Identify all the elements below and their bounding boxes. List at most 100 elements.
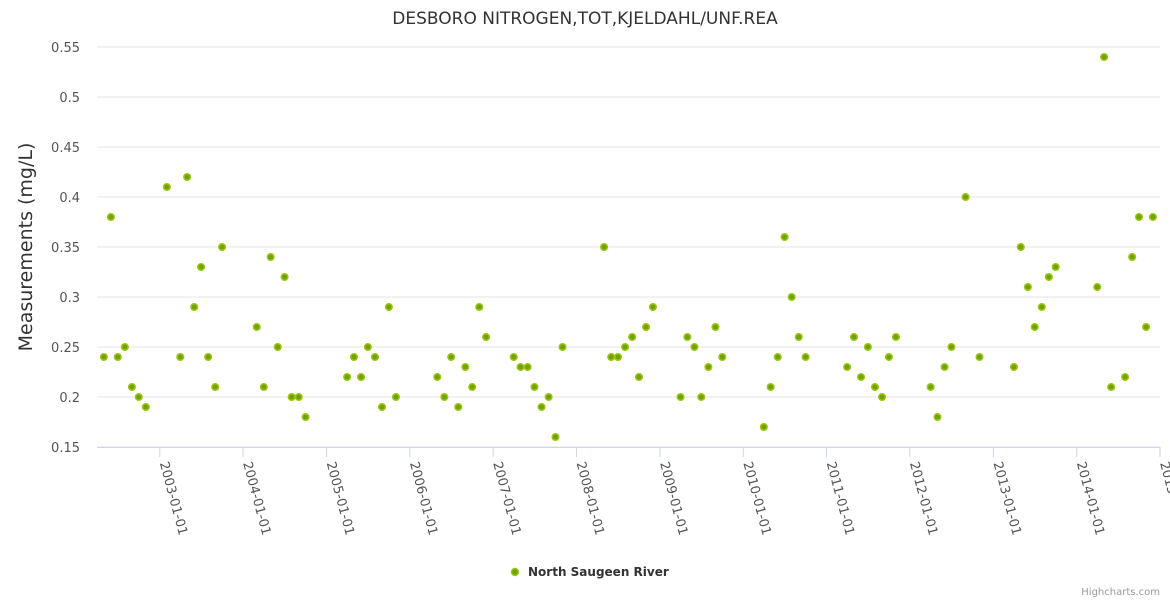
data-point[interactable] (1121, 372, 1130, 382)
data-point[interactable] (475, 302, 484, 312)
data-point[interactable] (287, 392, 296, 402)
data-point[interactable] (162, 182, 171, 192)
data-point[interactable] (273, 342, 282, 352)
data-point[interactable] (676, 392, 685, 402)
data-point[interactable] (391, 392, 401, 402)
data-point[interactable] (544, 392, 553, 402)
data-point[interactable] (113, 352, 122, 362)
data-point[interactable] (259, 382, 268, 392)
data-point[interactable] (551, 432, 560, 442)
data-point[interactable] (99, 352, 108, 362)
data-point[interactable] (773, 352, 782, 362)
data-point[interactable] (377, 402, 387, 412)
data-point[interactable] (787, 292, 796, 302)
legend-marker[interactable] (510, 567, 520, 577)
data-point[interactable] (384, 302, 393, 312)
data-point[interactable] (134, 392, 143, 402)
data-point[interactable] (252, 322, 261, 332)
data-point[interactable] (801, 352, 810, 362)
series-north-saugeen-river[interactable] (99, 52, 1157, 442)
data-point[interactable] (558, 342, 567, 352)
data-point[interactable] (634, 372, 644, 382)
data-point[interactable] (509, 352, 518, 362)
data-point[interactable] (961, 192, 970, 202)
data-point[interactable] (183, 172, 192, 182)
data-point[interactable] (1093, 282, 1102, 292)
data-point[interactable] (176, 352, 185, 362)
data-point[interactable] (849, 332, 859, 342)
data-point[interactable] (704, 362, 713, 372)
data-point[interactable] (141, 402, 150, 412)
data-point[interactable] (1023, 282, 1032, 292)
data-point[interactable] (120, 342, 129, 352)
data-point[interactable] (1030, 322, 1039, 332)
data-point[interactable] (621, 342, 630, 352)
data-point[interactable] (877, 392, 887, 402)
data-point[interactable] (870, 382, 880, 392)
data-point[interactable] (759, 422, 768, 432)
data-point[interactable] (891, 332, 901, 342)
data-point[interactable] (884, 352, 893, 362)
data-point[interactable] (648, 302, 657, 312)
data-point[interactable] (697, 392, 706, 402)
data-point[interactable] (516, 362, 525, 372)
data-point[interactable] (711, 322, 720, 332)
data-point[interactable] (683, 332, 692, 342)
data-point[interactable] (1051, 262, 1060, 272)
data-point[interactable] (718, 352, 727, 362)
data-point[interactable] (363, 342, 372, 352)
data-point[interactable] (349, 352, 359, 362)
data-point[interactable] (482, 332, 491, 342)
data-point[interactable] (843, 362, 852, 372)
data-point[interactable] (1009, 362, 1018, 372)
data-point[interactable] (523, 362, 532, 372)
data-point[interactable] (1107, 382, 1116, 392)
data-point[interactable] (468, 382, 477, 392)
data-point[interactable] (454, 402, 463, 412)
data-point[interactable] (780, 232, 789, 242)
data-point[interactable] (766, 382, 775, 392)
data-point[interactable] (370, 352, 380, 362)
data-point[interactable] (926, 382, 935, 392)
data-point[interactable] (947, 342, 956, 352)
data-point[interactable] (1016, 242, 1025, 252)
data-point[interactable] (607, 352, 616, 362)
data-point[interactable] (433, 372, 442, 382)
credits-link[interactable]: Highcharts.com (1081, 587, 1160, 598)
data-point[interactable] (294, 392, 303, 402)
data-point[interactable] (1142, 322, 1151, 332)
data-point[interactable] (1044, 272, 1053, 282)
data-point[interactable] (197, 262, 206, 272)
data-point[interactable] (106, 212, 115, 222)
legend[interactable]: North Saugeen River (510, 565, 669, 579)
data-point[interactable] (447, 352, 456, 362)
data-point[interactable] (933, 412, 942, 422)
data-point[interactable] (690, 342, 699, 352)
data-point[interactable] (642, 322, 651, 332)
data-point[interactable] (940, 362, 949, 372)
data-point[interactable] (440, 392, 449, 402)
data-point[interactable] (343, 372, 352, 382)
data-point[interactable] (190, 302, 199, 312)
data-point[interactable] (301, 412, 310, 422)
data-point[interactable] (127, 382, 136, 392)
data-point[interactable] (218, 242, 227, 252)
legend-label[interactable]: North Saugeen River (528, 565, 669, 579)
data-point[interactable] (600, 242, 609, 252)
data-point[interactable] (1128, 252, 1137, 262)
data-point[interactable] (266, 252, 275, 262)
data-point[interactable] (356, 372, 366, 382)
data-point[interactable] (280, 272, 289, 282)
data-point[interactable] (794, 332, 803, 342)
data-point[interactable] (1134, 212, 1144, 222)
data-point[interactable] (1037, 302, 1046, 312)
data-point[interactable] (1148, 212, 1157, 222)
data-point[interactable] (975, 352, 984, 362)
data-point[interactable] (461, 362, 470, 372)
data-point[interactable] (1100, 52, 1109, 62)
data-point[interactable] (863, 342, 872, 352)
data-point[interactable] (613, 352, 623, 362)
data-point[interactable] (204, 352, 213, 362)
data-point[interactable] (530, 382, 539, 392)
data-point[interactable] (537, 402, 546, 412)
